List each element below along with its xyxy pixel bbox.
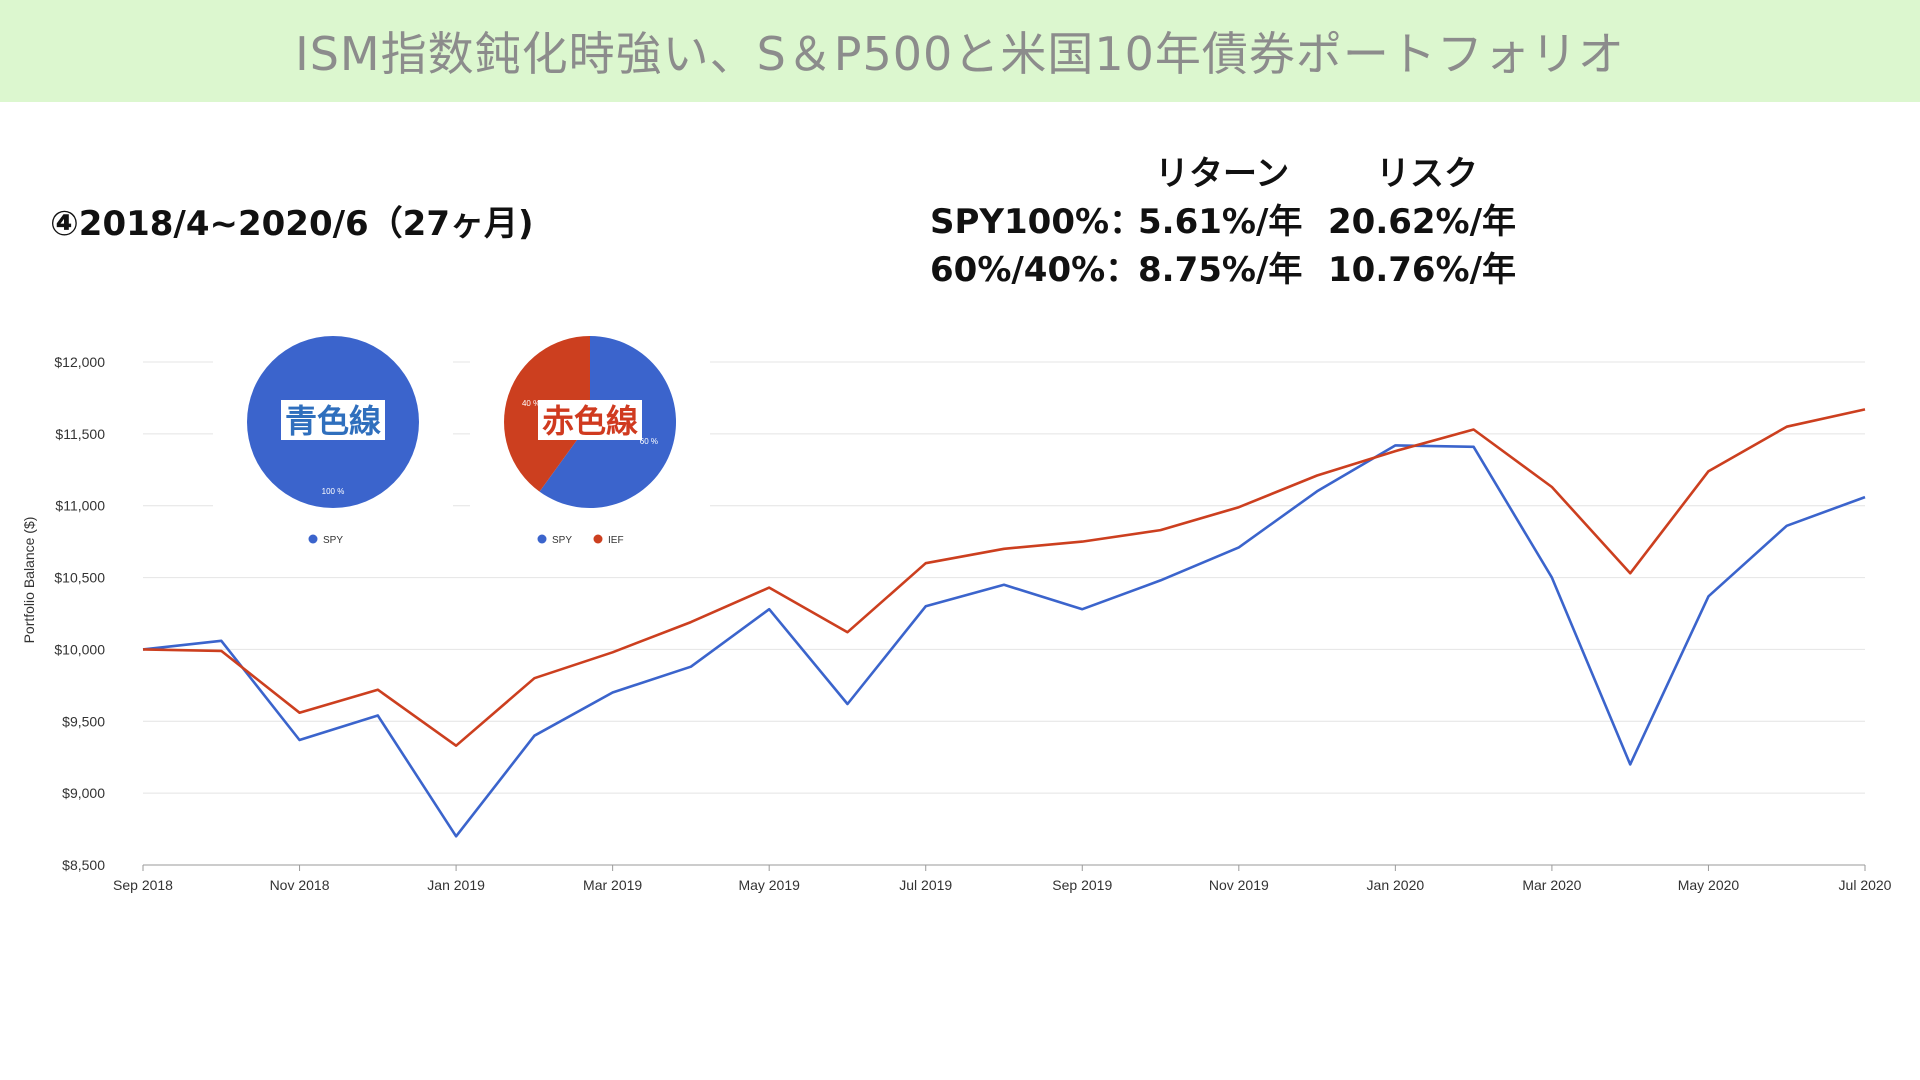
legend-label: SPY	[552, 535, 572, 546]
x-tick-label: Nov 2018	[270, 877, 330, 893]
x-tick-label: Jan 2019	[427, 877, 485, 893]
legend-dot	[537, 534, 547, 544]
stat-row-label: 60%/40%：	[930, 250, 1140, 290]
y-tick-label: $10,000	[54, 641, 105, 657]
x-tick-label: Mar 2020	[1522, 877, 1581, 893]
page-title: ISM指数鈍化時強い、S＆P500と米国10年債券ポートフォリオ	[295, 27, 1625, 81]
period-label: ④2018/4~2020/6（27ヶ月)	[50, 204, 534, 244]
portfolio-chart: $8,500 $9,000 $9,500 $10,000 $10,500 $11,000 $…	[21, 320, 1892, 893]
y-tick-label: $11,500	[55, 426, 105, 442]
x-tick-label: Sep 2018	[113, 877, 173, 893]
y-tick-label: $12,000	[54, 354, 105, 370]
x-tick-label: Jul 2019	[899, 877, 952, 893]
pie-label-text: 赤色線	[542, 402, 638, 440]
legend-dot	[593, 534, 603, 544]
x-tick-label: Nov 2019	[1209, 877, 1269, 893]
y-tick-label: $9,500	[62, 713, 105, 729]
pie-charts: 100 % 青色線 SPY 60 % 40 % 赤色線 SPY IEF	[213, 320, 710, 560]
stat-row-risk: 10.76%/年	[1328, 250, 1517, 290]
legend-label: IEF	[608, 535, 624, 546]
pie-label-box	[281, 400, 385, 440]
y-tick-label: $11,000	[55, 498, 105, 514]
stat-row-risk: 20.62%/年	[1328, 202, 1517, 242]
x-ticks: Sep 2018 Nov 2018 Jan 2019 Mar 2019 May 2019…	[113, 865, 1892, 893]
legend-label: SPY	[323, 535, 343, 546]
series-line-ief	[142, 408, 1866, 748]
legend-dot	[308, 534, 318, 544]
pie-slice-label: 40 %	[522, 399, 540, 408]
x-tick-label: Jan 2020	[1367, 877, 1425, 893]
series	[142, 408, 1866, 838]
pie-chart-1: 100 % 青色線 SPY	[213, 320, 453, 560]
stat-row-return: 8.75%/年	[1138, 250, 1303, 290]
risk-header: リスク	[1376, 154, 1478, 194]
pie-label-text: 青色線	[285, 402, 381, 440]
pie-chart-2: 60 % 40 % 赤色線 SPY IEF	[470, 320, 710, 560]
y-tick-label: $10,500	[54, 570, 105, 586]
x-tick-label: Jul 2020	[1839, 877, 1892, 893]
y-ticks: $8,500 $9,000 $9,500 $10,000 $10,500 $11,000 $…	[54, 354, 105, 873]
y-tick-label: $9,000	[62, 785, 105, 801]
return-header: リターン	[1155, 154, 1290, 194]
stat-row-return: 5.61%/年	[1138, 202, 1303, 242]
title-bar: ISM指数鈍化時強い、S＆P500と米国10年債券ポートフォリオ	[0, 0, 1920, 102]
series-line-spy	[142, 444, 1866, 838]
x-tick-label: Mar 2019	[583, 877, 642, 893]
pie-slice-label: 60 %	[640, 437, 658, 446]
y-axis-label: Portfolio Balance ($)	[21, 517, 37, 644]
y-tick-label: $8,500	[62, 857, 105, 873]
stat-row-label: SPY100%：	[930, 202, 1144, 242]
x-tick-label: Sep 2019	[1052, 877, 1112, 893]
pie-slice-label: 100 %	[322, 487, 345, 496]
x-tick-label: May 2020	[1678, 877, 1740, 893]
x-tick-label: May 2019	[738, 877, 800, 893]
pie-label-box	[538, 400, 642, 440]
